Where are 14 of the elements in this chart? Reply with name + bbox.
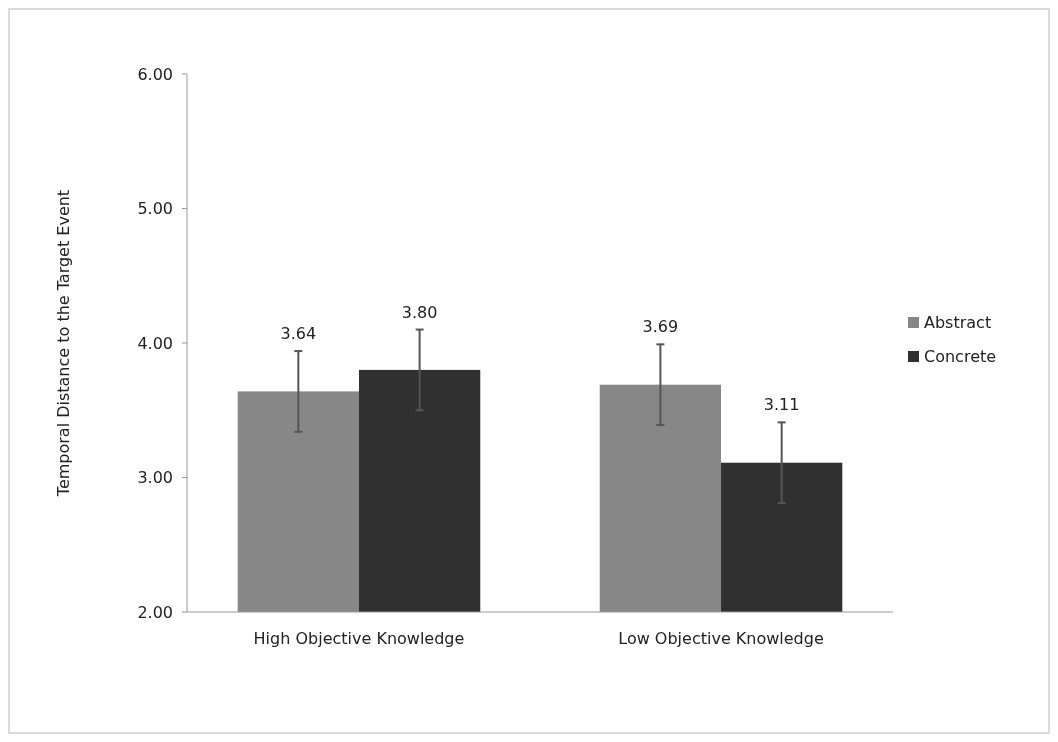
y-tick-label: 6.00 [137, 64, 173, 84]
x-tick-label: High Objective Knowledge [253, 629, 465, 648]
data-label: 3.80 [401, 302, 438, 322]
data-label: 3.11 [763, 395, 800, 415]
y-tick-label: 5.00 [137, 199, 173, 219]
x-tick-label: Low Objective Knowledge [618, 629, 824, 648]
y-tick-label: 2.00 [137, 602, 173, 622]
y-tick-label: 4.00 [137, 333, 173, 353]
data-label: 3.69 [642, 317, 679, 337]
y-axis-title: Temporal Distance to the Target Event [54, 189, 73, 498]
data-label: 3.64 [280, 324, 317, 344]
legend-label: Abstract [924, 313, 992, 332]
legend-label: Concrete [924, 347, 997, 366]
y-tick-label: 3.00 [137, 468, 173, 488]
